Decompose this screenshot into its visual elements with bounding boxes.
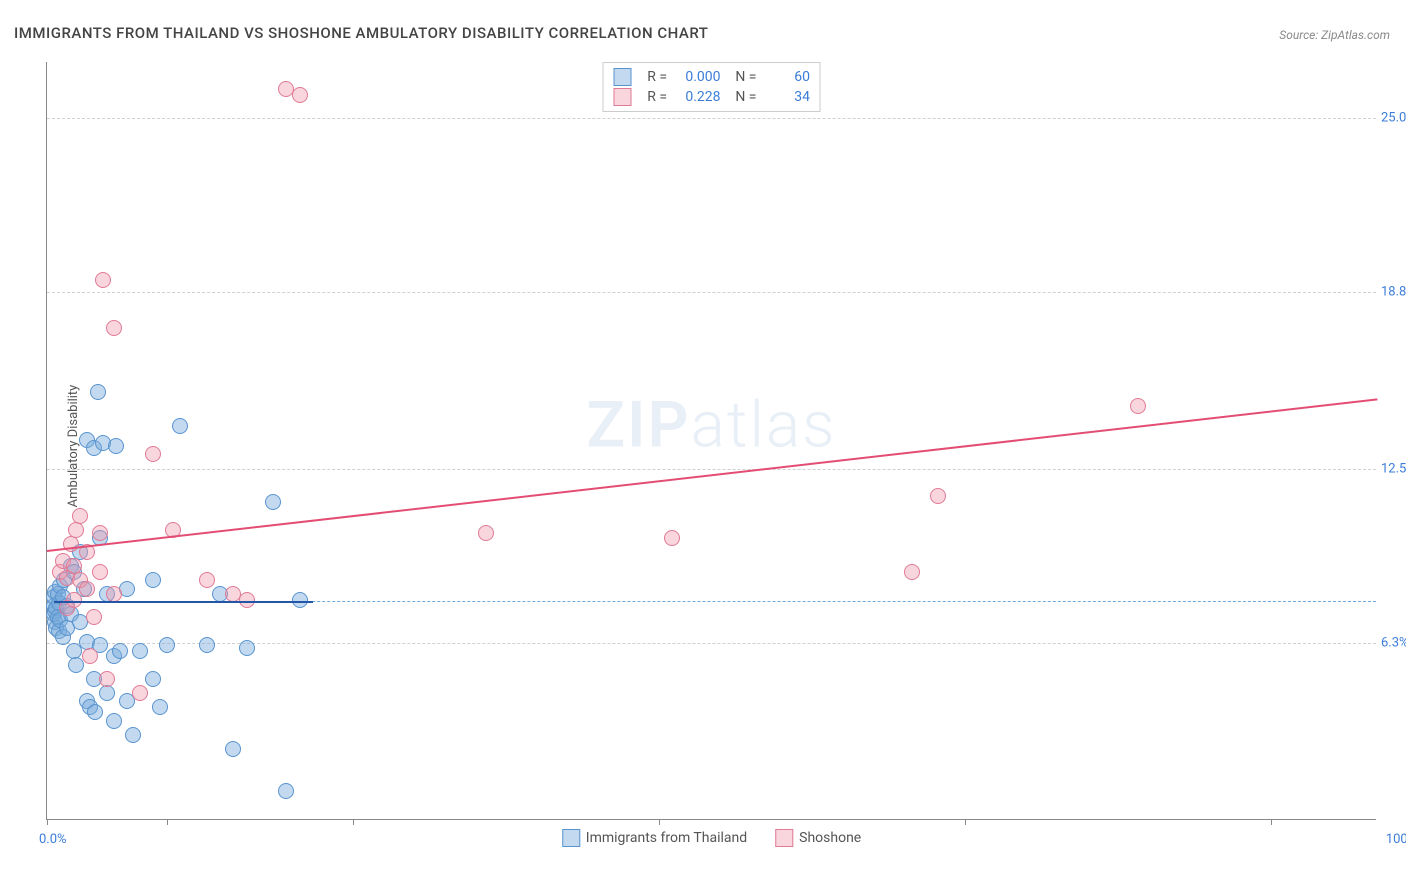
data-point: [95, 272, 111, 288]
legend-item: Immigrants from Thailand: [562, 829, 747, 847]
x-tick: [1271, 819, 1272, 825]
data-point: [930, 488, 946, 504]
x-tick: [659, 819, 660, 825]
data-point: [82, 648, 98, 664]
data-point: [1130, 398, 1146, 414]
x-axis-min-label: 0.0%: [39, 832, 67, 847]
stat-n-value: 34: [760, 89, 810, 105]
swatch-series-0: [562, 829, 580, 847]
gridline: [47, 118, 1376, 119]
data-point: [265, 494, 281, 510]
x-tick: [353, 819, 354, 825]
trend-line: [54, 601, 313, 603]
data-point: [278, 783, 294, 799]
legend-stats-row: R = 0.228 N = 34: [613, 87, 810, 107]
stat-r-value: 0.000: [671, 69, 721, 85]
x-tick: [167, 819, 168, 825]
data-point: [99, 685, 115, 701]
legend-bottom: Immigrants from Thailand Shoshone: [562, 829, 861, 847]
legend-stats-row: R = 0.000 N = 60: [613, 67, 810, 87]
gridline: [47, 469, 1376, 470]
legend-item: Shoshone: [775, 829, 861, 847]
data-point: [172, 418, 188, 434]
data-point: [145, 446, 161, 462]
stat-r-value: 0.228: [671, 89, 721, 105]
data-point: [68, 522, 84, 538]
data-point: [79, 581, 95, 597]
data-point: [478, 525, 494, 541]
data-point: [152, 699, 168, 715]
legend-label: Immigrants from Thailand: [586, 830, 747, 846]
data-point: [92, 525, 108, 541]
data-point: [106, 713, 122, 729]
watermark: ZIPatlas: [586, 388, 836, 463]
y-tick-label: 18.8%: [1381, 285, 1406, 300]
data-point: [99, 671, 115, 687]
data-point: [159, 637, 175, 653]
data-point: [132, 643, 148, 659]
data-point: [90, 384, 106, 400]
data-point: [199, 637, 215, 653]
data-point: [199, 572, 215, 588]
swatch-series-1: [613, 88, 631, 106]
stat-r-label: R =: [639, 89, 667, 105]
swatch-series-1: [775, 829, 793, 847]
data-point: [145, 671, 161, 687]
data-point: [112, 643, 128, 659]
stat-n-label: N =: [729, 69, 757, 85]
data-point: [125, 727, 141, 743]
data-point: [87, 704, 103, 720]
data-point: [86, 609, 102, 625]
data-point: [225, 741, 241, 757]
legend-stats-box: R = 0.000 N = 60 R = 0.228 N = 34: [602, 62, 821, 112]
data-point: [72, 508, 88, 524]
data-point: [292, 87, 308, 103]
y-tick-label: 6.3%: [1381, 636, 1406, 651]
x-axis-max-label: 100.0%: [1386, 832, 1406, 847]
data-point: [239, 640, 255, 656]
plot-area: ZIPatlas R = 0.000 N = 60 R = 0.228 N = …: [46, 62, 1376, 820]
data-point: [92, 564, 108, 580]
chart-title: IMMIGRANTS FROM THAILAND VS SHOSHONE AMB…: [14, 24, 708, 42]
y-tick-label: 12.5%: [1381, 462, 1406, 477]
stat-n-label: N =: [729, 89, 757, 105]
legend-label: Shoshone: [799, 830, 861, 846]
swatch-series-0: [613, 68, 631, 86]
data-point: [145, 572, 161, 588]
data-point: [106, 586, 122, 602]
data-point: [132, 685, 148, 701]
data-point: [106, 320, 122, 336]
trend-line: [47, 399, 1377, 553]
stat-n-value: 60: [760, 69, 810, 85]
y-tick-label: 25.0%: [1381, 111, 1406, 126]
x-tick: [965, 819, 966, 825]
stat-r-label: R =: [639, 69, 667, 85]
data-point: [108, 438, 124, 454]
data-point: [664, 530, 680, 546]
data-point: [904, 564, 920, 580]
x-tick: [47, 819, 48, 825]
gridline: [47, 292, 1376, 293]
source-label: Source: ZipAtlas.com: [1279, 28, 1390, 42]
